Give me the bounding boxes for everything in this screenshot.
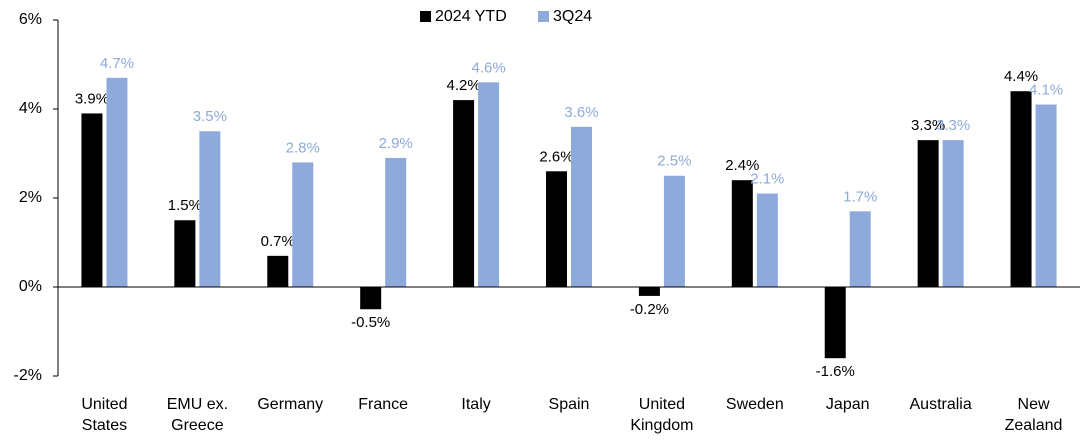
y-tick-label: -2% (14, 367, 42, 384)
bar (731, 180, 753, 287)
data-label: 3.3% (936, 117, 970, 134)
data-label: -0.2% (630, 301, 669, 318)
data-label: 4.6% (471, 59, 505, 76)
bar (267, 255, 289, 287)
x-tick-label: United Kingdom (630, 396, 694, 434)
data-label: -0.5% (351, 314, 390, 331)
data-label: 4.1% (1029, 82, 1063, 99)
bar (571, 126, 592, 287)
bar (174, 220, 196, 287)
y-tick-label: 4% (19, 100, 42, 117)
bar (292, 162, 314, 287)
data-label: 1.7% (843, 188, 877, 205)
x-tick-label: Italy (461, 396, 491, 413)
bar (81, 113, 103, 287)
data-label: 3.6% (564, 104, 598, 121)
bar (638, 287, 660, 296)
x-tick-label: France (358, 396, 409, 413)
bar (385, 157, 407, 287)
bar (453, 100, 475, 287)
y-tick-label: 2% (19, 189, 42, 206)
y-tick-label: 0% (19, 278, 42, 295)
x-tick-label: Sweden (725, 396, 784, 413)
data-label: 3.9% (75, 90, 109, 107)
data-label: 3.5% (193, 108, 227, 125)
legend-swatch (420, 11, 431, 22)
bar (199, 131, 221, 287)
bar (1035, 104, 1057, 287)
bar (942, 140, 964, 287)
x-tick-label: United States (81, 396, 128, 434)
bar (663, 175, 685, 287)
x-tick-label: Germany (257, 396, 324, 413)
bar (824, 287, 846, 359)
bar (478, 82, 500, 287)
data-label: 2.9% (379, 135, 413, 152)
legend-label: 3Q24 (553, 8, 592, 25)
data-label: 2.6% (539, 148, 573, 165)
legend-swatch (538, 11, 549, 22)
x-tick-label: EMU ex. Greece (166, 396, 229, 434)
data-label: 2.4% (725, 157, 759, 174)
y-tick-label: 6% (19, 11, 42, 28)
bar (756, 193, 778, 287)
data-label: 0.7% (261, 233, 295, 250)
bar (546, 171, 567, 287)
bar (1010, 91, 1032, 287)
x-tick-label: New Zealand (1004, 396, 1063, 434)
data-label: 4.4% (1004, 68, 1038, 85)
data-label: 2.8% (286, 139, 320, 156)
x-tick-label: Spain (548, 396, 590, 413)
data-label: 4.7% (100, 55, 134, 72)
data-label: -1.6% (816, 363, 855, 380)
data-label: 3.3% (911, 117, 945, 134)
bar (360, 287, 382, 310)
data-label: 4.2% (446, 77, 480, 94)
data-label: 2.1% (750, 171, 784, 188)
bar (849, 211, 871, 287)
data-label: 2.5% (657, 153, 691, 170)
x-tick-label: Australia (909, 396, 972, 413)
legend-label: 2024 YTD (435, 8, 507, 25)
bar (106, 77, 128, 287)
x-tick-label: Japan (825, 396, 870, 413)
data-label: 1.5% (168, 197, 202, 214)
bar (917, 140, 939, 287)
